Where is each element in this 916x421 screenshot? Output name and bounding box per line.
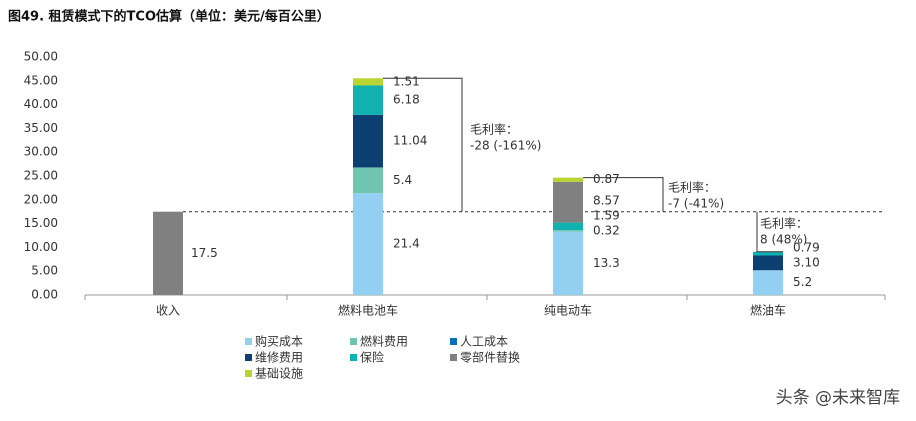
legend-swatch bbox=[450, 354, 457, 361]
revenue-bar bbox=[153, 211, 183, 295]
legend-label: 维修费用 bbox=[255, 350, 303, 365]
value-label: 17.5 bbox=[191, 246, 218, 260]
legend-swatch bbox=[245, 370, 252, 377]
x-tick-label: 燃料电池车 bbox=[338, 303, 398, 318]
annotation-text: -7 (-41%) bbox=[668, 197, 724, 211]
annotation-text: -28 (-161%) bbox=[470, 139, 541, 153]
y-tick-label: 45.00 bbox=[24, 73, 58, 87]
bar-segment bbox=[353, 193, 383, 295]
y-tick-label: 10.00 bbox=[24, 240, 58, 254]
value-label: 11.04 bbox=[393, 134, 427, 148]
y-tick-label: 40.00 bbox=[24, 97, 58, 111]
bar-segment bbox=[553, 177, 583, 182]
x-tick-label: 燃油车 bbox=[750, 303, 786, 318]
legend-label: 零部件替换 bbox=[460, 350, 520, 365]
x-tick-label: 收入 bbox=[156, 304, 180, 318]
legend-swatch bbox=[350, 338, 357, 345]
annotation-label: 毛利率： bbox=[760, 216, 808, 231]
value-label: 0.32 bbox=[593, 223, 620, 237]
annotation-bracket bbox=[756, 211, 783, 253]
legend-swatch bbox=[350, 354, 357, 361]
legend-label: 基础设施 bbox=[255, 367, 303, 381]
y-tick-label: 15.00 bbox=[24, 216, 58, 230]
y-tick-label: 0.00 bbox=[31, 288, 58, 302]
value-label: 6.18 bbox=[393, 93, 420, 107]
annotation-label: 毛利率： bbox=[470, 122, 518, 137]
legend-label: 购买成本 bbox=[255, 334, 303, 349]
bar-segment bbox=[353, 167, 383, 194]
y-tick-label: 50.00 bbox=[24, 50, 58, 64]
bar-segment bbox=[553, 181, 583, 223]
bar-segment bbox=[353, 114, 383, 168]
legend-swatch bbox=[245, 354, 252, 361]
value-label: 0.87 bbox=[593, 172, 620, 186]
legend-swatch bbox=[245, 338, 252, 345]
x-tick-label: 纯电动车 bbox=[544, 303, 592, 318]
legend-label: 保险 bbox=[360, 350, 384, 365]
bar-segment bbox=[553, 231, 583, 295]
annotation-bracket bbox=[383, 77, 463, 212]
value-label: 0.79 bbox=[793, 240, 820, 254]
value-label: 1.59 bbox=[593, 208, 620, 222]
value-label: 21.4 bbox=[393, 237, 420, 251]
bar-segment bbox=[353, 78, 383, 86]
bar-segment bbox=[753, 255, 783, 271]
annotation-text: 8 (48%) bbox=[760, 233, 807, 247]
value-label: 3.10 bbox=[793, 255, 820, 269]
annotation-bracket bbox=[583, 177, 664, 212]
bar-segment bbox=[753, 270, 783, 295]
chart-title: 图49. 租赁模式下的TCO估算（单位：美元/每百公里） bbox=[8, 9, 330, 25]
y-tick-label: 25.00 bbox=[24, 169, 58, 183]
value-label: 8.57 bbox=[593, 193, 620, 207]
y-tick-label: 30.00 bbox=[24, 145, 58, 159]
y-tick-label: 5.00 bbox=[31, 264, 58, 278]
bar-segment bbox=[553, 230, 583, 232]
bar-segment bbox=[353, 85, 383, 115]
watermark: 头条 @未来智库 bbox=[776, 388, 900, 408]
legend-label: 人工成本 bbox=[460, 335, 508, 349]
legend-swatch bbox=[450, 338, 457, 345]
value-label: 5.4 bbox=[393, 173, 412, 187]
value-label: 13.3 bbox=[593, 256, 620, 270]
value-label: 5.2 bbox=[793, 275, 812, 289]
y-tick-label: 35.00 bbox=[24, 121, 58, 135]
annotation-label: 毛利率： bbox=[668, 180, 716, 195]
y-tick-label: 20.00 bbox=[24, 192, 58, 206]
legend-label: 燃料费用 bbox=[360, 334, 408, 349]
bar-segment bbox=[753, 251, 783, 256]
value-label: 1.51 bbox=[393, 74, 420, 88]
bar-segment bbox=[553, 222, 583, 231]
